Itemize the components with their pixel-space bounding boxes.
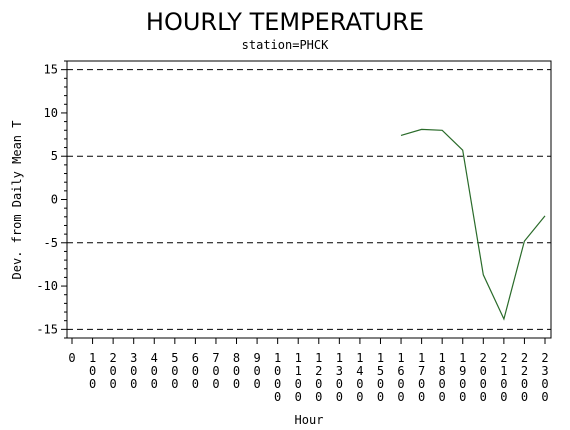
y-axis-label: Dev. from Daily Mean T: [10, 121, 24, 280]
chart-title: HOURLY TEMPERATURE: [146, 8, 424, 36]
series-group: [400, 128, 546, 321]
x-tick-label: 0: [68, 351, 75, 365]
chart-subtitle: station=PHCK: [242, 38, 329, 52]
y-tick-label: 5: [51, 149, 58, 163]
y-tick-label: -10: [36, 279, 58, 293]
x-axis-label: Hour: [295, 413, 324, 427]
plot-frame: [66, 60, 552, 339]
series-line: [400, 128, 546, 321]
y-tick-label: -5: [44, 236, 58, 250]
y-tick-label: 15: [44, 63, 58, 77]
y-tick-label: -15: [36, 322, 58, 336]
reference-lines: [67, 69, 551, 330]
y-tick-label: 0: [51, 193, 58, 207]
x-axis: 0 1 0 0 2 0 0 3 0 0 4 0 0 5 0 0 6 0 0 7 0 0 8 0 0 9 0 0 1 0 0 0 1 1 0 0 1 2 0 0…: [68, 338, 549, 404]
y-tick-label: 10: [44, 106, 58, 120]
y-axis: -15 -10 -5 0 5 10 15: [36, 60, 67, 339]
